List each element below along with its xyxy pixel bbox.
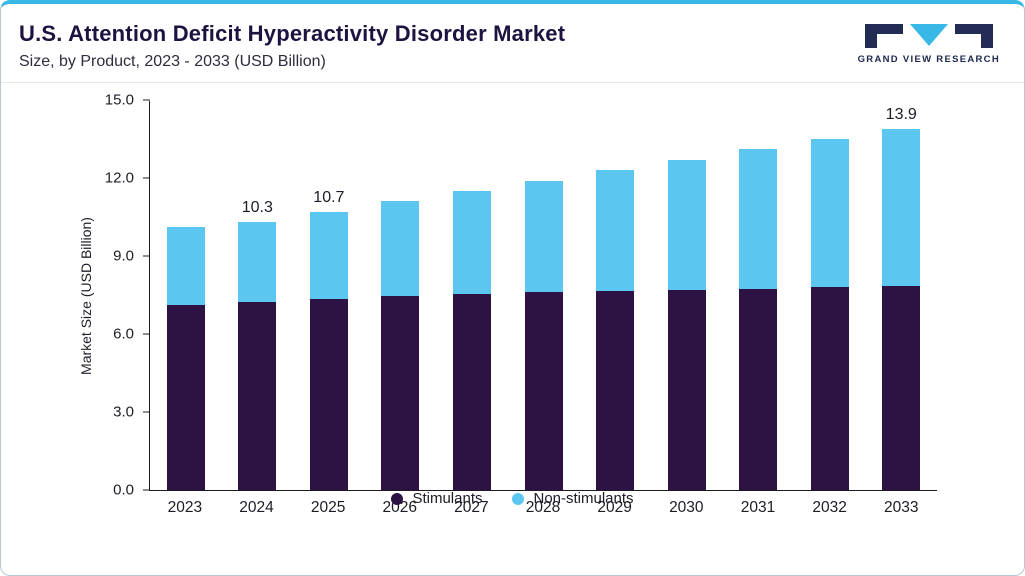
x-axis-tick-label: 2023 xyxy=(167,499,203,516)
brand-logo-text: GRAND VIEW RESEARCH xyxy=(857,54,1000,65)
bar-stack xyxy=(810,139,849,490)
y-axis-tick: 6.0 xyxy=(82,326,150,343)
x-axis-tick-label: 2031 xyxy=(740,499,776,516)
plot-area: Market Size (USD Billion) 0.0 3.0 6.0 9.0 12… xyxy=(78,92,937,499)
bar-column xyxy=(794,101,866,490)
legend-swatch-icon xyxy=(391,492,404,505)
bar-column xyxy=(651,101,723,490)
bar-segment-stimulants xyxy=(882,285,921,490)
y-axis-title: Market Size (USD Billion) xyxy=(78,216,94,375)
bar-stack xyxy=(452,191,491,490)
y-axis-tick-label: 9.0 xyxy=(113,247,134,265)
bar-column xyxy=(436,101,508,490)
x-axis-tick-label: 2033 xyxy=(883,499,919,516)
bar-segment-stimulants xyxy=(739,288,778,490)
bar-stack xyxy=(596,170,635,490)
y-axis-tick: 0.0 xyxy=(82,482,150,499)
bar-value-label: 10.3 xyxy=(241,199,273,217)
bar-segment-non-stimulants xyxy=(524,180,563,293)
bar-segment-non-stimulants xyxy=(596,170,635,292)
y-axis-tick-mark xyxy=(143,411,150,413)
y-axis-tick-label: 15.0 xyxy=(104,91,134,109)
y-axis-tick: 12.0 xyxy=(82,170,150,187)
y-axis-tick: 15.0 xyxy=(82,92,150,109)
bar-segment-stimulants xyxy=(381,296,420,490)
bar-column: 10.3 xyxy=(222,101,294,490)
bar-column xyxy=(150,101,222,490)
bar-stack xyxy=(739,149,778,490)
bar-value-label: 10.7 xyxy=(313,188,345,206)
y-axis-tick: 9.0 xyxy=(82,248,150,265)
x-axis-tick-label: 2030 xyxy=(669,499,704,516)
y-axis-tick-label: 0.0 xyxy=(113,481,134,499)
grand-view-research-logo-icon xyxy=(858,22,1000,50)
chart-region: Market Size (USD Billion) 0.0 3.0 6.0 9.0 12… xyxy=(1,87,1024,523)
bar-column xyxy=(508,101,580,490)
bar-stack xyxy=(524,180,563,490)
header-divider xyxy=(1,82,1024,83)
bar-column xyxy=(722,101,794,490)
bar-stack xyxy=(166,227,205,490)
bar-segment-non-stimulants xyxy=(238,222,277,302)
bar-value-label: 13.9 xyxy=(885,105,917,123)
x-axis-labels: 2023 2024 2025 2026 2027 2028 2029 2030 2031 2032… xyxy=(149,499,937,517)
legend-label: Stimulants xyxy=(412,490,483,507)
bars-row: 10.3 10.7 13.9 xyxy=(150,101,937,490)
x-axis-tick-label: 2026 xyxy=(382,499,417,516)
bar-segment-non-stimulants xyxy=(667,159,706,290)
bar-segment-stimulants xyxy=(452,293,491,490)
bar-stack xyxy=(667,159,706,490)
y-axis-tick-label: 12.0 xyxy=(104,169,134,187)
bar-segment-non-stimulants xyxy=(452,191,491,294)
bar-segment-non-stimulants xyxy=(810,139,849,288)
bar-column: 10.7 xyxy=(293,101,365,490)
legend: Stimulants Non-stimulants xyxy=(1,490,1024,507)
bar-segment-non-stimulants xyxy=(381,201,420,297)
header: U.S. Attention Deficit Hyperactivity Dis… xyxy=(1,4,1024,82)
x-axis-tick-label: 2025 xyxy=(310,499,346,516)
legend-item-non-stimulants: Non-stimulants xyxy=(512,490,634,507)
bar-stack xyxy=(882,128,921,490)
bar-segment-stimulants xyxy=(238,301,277,490)
y-axis-tick-mark xyxy=(143,99,150,101)
y-axis-tick: 3.0 xyxy=(82,404,150,421)
bar-segment-non-stimulants xyxy=(309,211,348,299)
y-axis-tick-mark xyxy=(143,489,150,491)
bar-segment-stimulants xyxy=(166,305,205,490)
x-axis-tick-label: 2032 xyxy=(812,499,847,516)
legend-swatch-icon xyxy=(512,492,525,505)
bar-segment-stimulants xyxy=(309,298,348,490)
y-axis-tick-mark xyxy=(143,333,150,335)
bar-segment-non-stimulants xyxy=(166,227,205,306)
y-axis-tick-label: 6.0 xyxy=(113,325,134,343)
legend-item-stimulants: Stimulants xyxy=(391,490,482,507)
brand-logo: GRAND VIEW RESEARCH xyxy=(858,22,1000,65)
bar-stack xyxy=(309,211,348,490)
legend-label: Non-stimulants xyxy=(533,490,634,507)
bar-segment-non-stimulants xyxy=(739,149,778,289)
bar-segment-non-stimulants xyxy=(882,128,921,286)
bar-column xyxy=(365,101,437,490)
bar-segment-stimulants xyxy=(524,292,563,490)
y-axis-tick-mark xyxy=(143,177,150,179)
page-subtitle: Size, by Product, 2023 - 2033 (USD Billi… xyxy=(19,53,326,70)
y-axis-tick-label: 3.0 xyxy=(113,403,134,421)
x-axis-tick-label: 2028 xyxy=(525,499,561,516)
bar-column: 13.9 xyxy=(865,101,937,490)
page-title: U.S. Attention Deficit Hyperactivity Dis… xyxy=(19,21,566,46)
y-axis-tick-mark xyxy=(143,255,150,257)
bar-stack xyxy=(238,222,277,490)
x-axis-tick-label: 2027 xyxy=(454,499,489,516)
bar-segment-stimulants xyxy=(596,291,635,490)
bar-segment-stimulants xyxy=(810,287,849,490)
bar-column xyxy=(579,101,651,490)
bar-segment-stimulants xyxy=(667,289,706,490)
x-axis-tick-label: 2029 xyxy=(597,499,632,516)
header-titles: U.S. Attention Deficit Hyperactivity Dis… xyxy=(19,20,565,74)
x-axis-tick-label: 2024 xyxy=(239,499,274,516)
bar-stack xyxy=(381,201,420,490)
